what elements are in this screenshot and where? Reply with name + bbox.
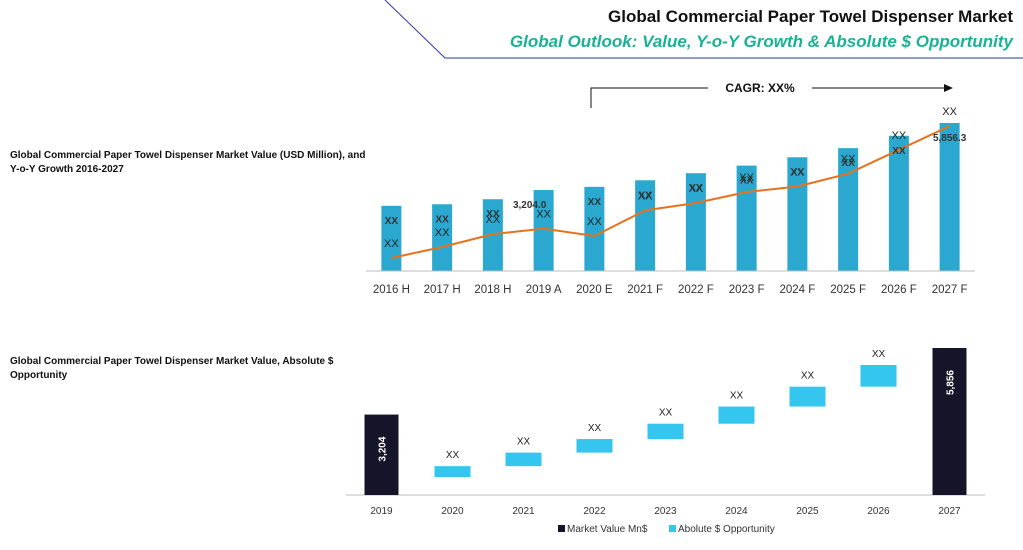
bar-data-label: XX (588, 197, 602, 208)
legend-swatch (558, 525, 565, 532)
cagr-label: CAGR: XX% (725, 81, 795, 95)
opportunity-data-label: XX (659, 408, 673, 419)
opportunity-bar (718, 406, 755, 424)
x-tick-label: 2020 (441, 506, 464, 517)
growth-data-label: XX (384, 238, 399, 250)
value-bar (838, 148, 859, 271)
chart1-side-label: Global Commercial Paper Towel Dispenser … (10, 150, 366, 175)
market-value-label: 5,856 (946, 370, 957, 395)
bar-data-label: XX (841, 158, 855, 169)
opportunity-bar (860, 365, 897, 387)
x-tick-label: 2017 H (424, 284, 461, 296)
cagr-arrow-head (944, 84, 953, 92)
market-value-bar (364, 414, 399, 495)
opportunity-bar (647, 423, 684, 440)
page-subtitle: Global Outlook: Value, Y-o-Y Growth & Ab… (509, 32, 1013, 51)
x-tick-label: 2016 H (373, 284, 410, 296)
value-bar (584, 186, 605, 271)
value-bar (939, 123, 960, 271)
bar-data-label: XX (689, 183, 703, 194)
x-tick-label: 2026 (867, 506, 890, 517)
growth-data-label: XX (486, 214, 501, 226)
bar-data-label: 5,856.3 (933, 133, 967, 144)
bar-data-label: XX (892, 146, 906, 157)
bar-data-label: 3,204.0 (513, 200, 547, 211)
x-tick-label: 2023 (654, 506, 677, 517)
market-value-bar (932, 348, 967, 495)
growth-data-label: XX (790, 167, 805, 179)
bar-data-label: XX (638, 190, 652, 201)
opportunity-data-label: XX (872, 349, 886, 360)
legend-swatch (669, 525, 676, 532)
opportunity-data-label: XX (588, 423, 602, 434)
bar-data-label: XX (435, 214, 449, 225)
x-tick-label: 2019 A (526, 284, 562, 296)
value-bar (635, 180, 656, 271)
x-tick-label: 2024 (725, 506, 748, 517)
growth-data-label: XX (536, 209, 551, 221)
value-bar (685, 173, 706, 271)
bar-data-label: XX (385, 216, 399, 227)
x-tick-label: 2020 E (576, 284, 613, 296)
growth-data-label: XX (638, 190, 653, 202)
x-tick-label: 2019 (370, 506, 393, 517)
growth-data-label: XX (587, 216, 602, 228)
opportunity-bar (434, 466, 471, 477)
x-tick-label: 2022 (583, 506, 606, 517)
x-tick-label: 2022 F (678, 284, 714, 296)
growth-data-label: XX (435, 227, 450, 239)
growth-data-label: XX (892, 130, 907, 142)
x-tick-label: 2027 F (932, 284, 968, 296)
header-decor-line (384, 0, 1023, 59)
x-tick-label: 2027 (938, 506, 961, 517)
market-value-label: 3,204 (378, 436, 389, 461)
opportunity-data-label: XX (801, 371, 815, 382)
x-tick-label: 2021 (512, 506, 535, 517)
legend-label: Market Value Mn$ (567, 524, 648, 535)
growth-data-label: XX (841, 154, 856, 166)
opportunity-bar (505, 452, 542, 467)
bar-data-label: XX (486, 209, 500, 220)
growth-line (391, 125, 951, 259)
opportunity-bar (789, 386, 826, 407)
chart2-side-label: Global Commercial Paper Towel Dispenser … (10, 356, 334, 381)
value-bar (888, 135, 909, 271)
value-bar (381, 205, 402, 271)
absolute-opportunity-chart: 3,204 5,856 XX XX XX XX XX XX XX 2019 2020 2021 2022… (346, 348, 985, 535)
opportunity-data-label: XX (730, 391, 744, 402)
opportunity-data-label: XX (446, 450, 460, 461)
growth-data-label: XX (942, 106, 957, 118)
bar-data-label: XX (740, 176, 754, 187)
x-tick-label: 2025 F (830, 284, 866, 296)
x-tick-label: 2025 (796, 506, 819, 517)
opportunity-data-label: XX (517, 437, 531, 448)
value-bar (533, 190, 554, 271)
x-tick-label: 2023 F (729, 284, 765, 296)
x-tick-label: 2018 H (474, 284, 511, 296)
cagr-bracket-left (590, 87, 708, 108)
x-tick-label: 2026 F (881, 284, 917, 296)
legend-label: Abolute $ Opportunity (678, 524, 775, 535)
x-tick-label: 2021 F (627, 284, 663, 296)
opportunity-bar (576, 439, 613, 453)
x-tick-label: 2024 F (779, 284, 815, 296)
value-bar (432, 204, 453, 271)
growth-data-label: XX (739, 172, 754, 184)
bar-data-label: XX (791, 167, 805, 178)
growth-data-label: XX (689, 183, 704, 195)
page-title: Global Commercial Paper Towel Dispenser … (608, 7, 1013, 26)
